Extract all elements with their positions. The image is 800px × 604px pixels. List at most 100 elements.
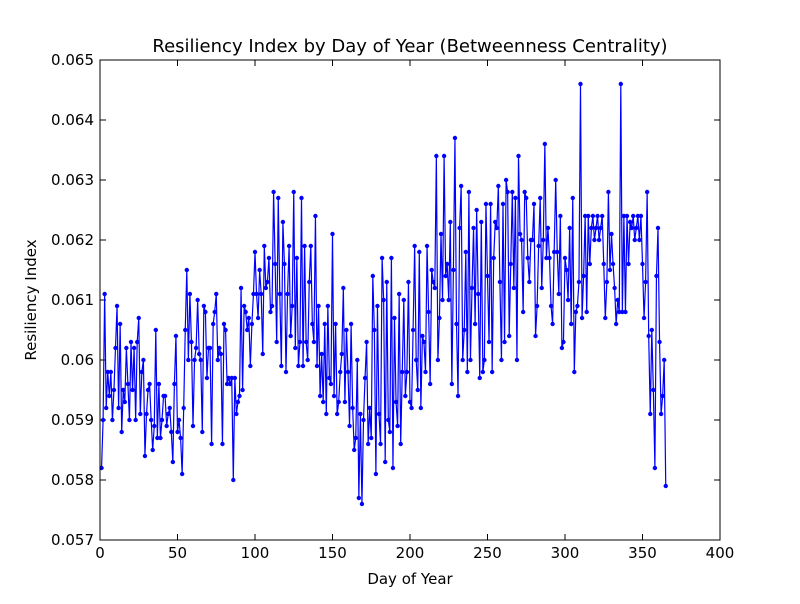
data-point — [421, 339, 427, 345]
data-point — [262, 243, 267, 249]
data-point — [579, 315, 585, 321]
data-point — [291, 189, 296, 195]
data-point — [297, 339, 303, 345]
data-point — [321, 399, 326, 405]
data-point — [308, 243, 313, 249]
data-point — [150, 447, 155, 453]
data-point — [125, 381, 131, 387]
data-point — [238, 285, 244, 291]
data-point — [373, 471, 379, 477]
data-point — [508, 261, 513, 267]
data-point — [644, 189, 650, 195]
data-point — [204, 375, 210, 381]
data-point — [519, 237, 524, 243]
data-point — [483, 201, 489, 207]
data-point — [268, 309, 273, 315]
x-tick-label: 0 — [95, 544, 105, 562]
data-point — [355, 357, 360, 363]
data-point — [581, 273, 586, 279]
data-point — [316, 303, 321, 309]
data-point — [393, 399, 399, 405]
data-point — [215, 357, 220, 363]
data-point — [432, 285, 437, 291]
data-point — [212, 309, 217, 315]
data-point — [327, 375, 332, 381]
data-point — [283, 369, 289, 375]
data-point — [288, 333, 293, 339]
data-point — [559, 345, 565, 351]
data-point — [303, 339, 309, 345]
data-point — [403, 393, 408, 399]
data-point — [389, 255, 394, 261]
data-point — [572, 369, 577, 375]
data-point — [350, 405, 355, 411]
data-point — [383, 459, 388, 465]
data-point — [460, 357, 465, 363]
data-point — [218, 351, 224, 357]
data-point — [365, 441, 371, 447]
data-point — [266, 255, 272, 261]
data-point — [307, 279, 312, 285]
data-point — [607, 267, 613, 273]
data-point — [136, 315, 141, 321]
data-point — [248, 363, 253, 369]
data-point — [121, 387, 126, 393]
data-point — [122, 399, 128, 405]
data-point — [536, 243, 541, 249]
data-point — [621, 213, 627, 219]
data-point — [414, 357, 419, 363]
data-point — [471, 225, 476, 231]
data-point — [469, 285, 475, 291]
data-point — [443, 273, 448, 279]
data-point — [259, 291, 264, 297]
data-point — [234, 411, 239, 417]
data-point — [603, 315, 608, 321]
data-point — [547, 255, 552, 261]
data-point — [390, 465, 396, 471]
data-point — [624, 213, 630, 219]
data-point — [195, 297, 200, 303]
data-point — [110, 417, 115, 423]
data-point — [325, 303, 331, 309]
data-point — [241, 303, 247, 309]
data-point — [654, 273, 659, 279]
data-point — [139, 369, 145, 375]
y-tick-label: 0.058 — [51, 471, 94, 489]
data-point — [387, 429, 393, 435]
data-point — [569, 321, 574, 327]
data-point — [400, 369, 405, 375]
data-point — [600, 213, 605, 219]
data-point — [229, 375, 234, 381]
data-point — [311, 339, 317, 345]
data-point — [317, 393, 323, 399]
data-point — [497, 279, 503, 285]
data-point — [516, 153, 521, 159]
data-point — [631, 213, 636, 219]
data-point — [210, 321, 216, 327]
data-point — [562, 255, 568, 261]
data-point — [342, 399, 348, 405]
data-point — [615, 297, 620, 303]
data-point — [232, 375, 238, 381]
data-point — [142, 453, 148, 459]
x-tick-label: 250 — [473, 544, 502, 562]
data-point — [153, 327, 158, 333]
data-point — [260, 351, 265, 357]
data-point — [565, 297, 571, 303]
data-point — [613, 321, 619, 327]
data-point — [282, 261, 287, 267]
data-point — [551, 249, 557, 255]
data-point — [176, 417, 182, 423]
data-point — [302, 243, 307, 249]
data-point — [466, 189, 472, 195]
data-point — [100, 417, 106, 423]
data-point — [649, 327, 654, 333]
data-point — [592, 237, 597, 243]
data-point — [564, 267, 569, 273]
data-point — [558, 213, 563, 219]
data-point — [145, 387, 151, 393]
data-point — [415, 387, 420, 393]
data-point — [426, 309, 431, 315]
data-point — [240, 387, 245, 393]
y-tick-label: 0.063 — [51, 171, 94, 189]
